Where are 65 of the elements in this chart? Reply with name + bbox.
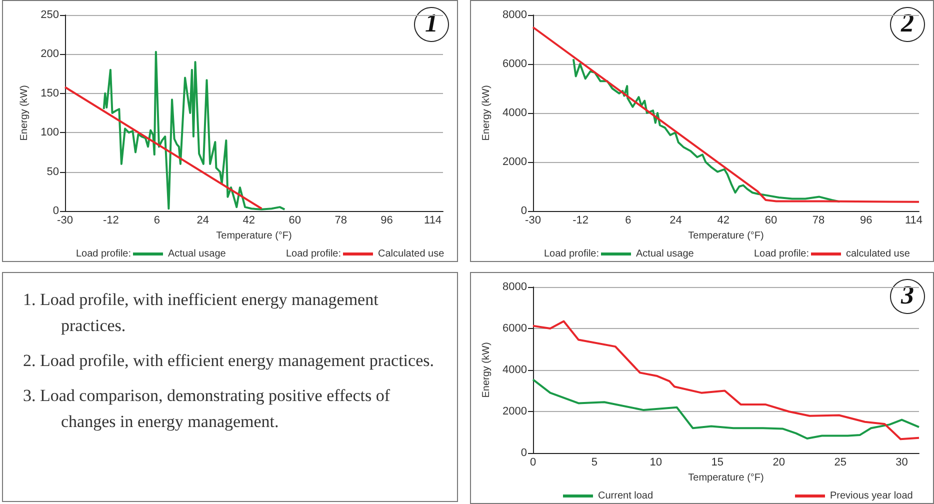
text: Load profile: bbox=[76, 248, 132, 260]
x-tick-label: 6 bbox=[154, 214, 160, 226]
y-tick-label: 4000 bbox=[502, 364, 527, 376]
y-axis-title: Energy (kW) bbox=[481, 85, 492, 141]
x-tick-label: 24 bbox=[196, 214, 210, 226]
y-tick-label: 200 bbox=[40, 48, 59, 60]
x-tick-label: 25 bbox=[834, 456, 846, 468]
y-tick-label: 0 bbox=[520, 447, 527, 459]
text: Load profile: bbox=[544, 248, 600, 260]
x-tick-label: 5 bbox=[591, 456, 598, 468]
y-tick-label: 2000 bbox=[502, 406, 527, 418]
x-tick-label: 60 bbox=[288, 214, 301, 226]
legend-label: Actual usage bbox=[168, 248, 226, 260]
y-tick-label: 6000 bbox=[502, 58, 527, 70]
x-tick-label: 114 bbox=[904, 214, 922, 226]
y-tick-label: 2000 bbox=[502, 156, 527, 168]
x-tick-label: 78 bbox=[334, 214, 347, 226]
y-tick-label: 150 bbox=[40, 87, 59, 100]
y-tick-label: 250 bbox=[40, 9, 59, 21]
text: Load profile: bbox=[754, 248, 810, 260]
x-tick-label: 78 bbox=[812, 214, 825, 226]
y-tick-label: 4000 bbox=[502, 107, 527, 119]
x-axis-title: Temperature (°F) bbox=[216, 230, 292, 242]
x-tick-label: -12 bbox=[103, 214, 119, 226]
line-series bbox=[532, 320, 920, 440]
y-axis-title: Energy (kW) bbox=[19, 85, 30, 141]
x-tick-label: 96 bbox=[860, 214, 872, 226]
x-tick-label: 10 bbox=[650, 456, 662, 468]
x-tick-label: 30 bbox=[896, 456, 908, 468]
legend-label: Previous year load bbox=[830, 490, 913, 502]
y-tick-label: 8000 bbox=[502, 281, 527, 293]
x-tick-label: 42 bbox=[717, 214, 730, 226]
legend-label: Calculated use bbox=[378, 248, 445, 260]
x-tick-label: 42 bbox=[242, 214, 256, 226]
y-tick-label: 0 bbox=[52, 205, 59, 217]
x-tick-label: 0 bbox=[530, 456, 536, 468]
text: 1. Load profile, with inefficient energy management practices. bbox=[23, 289, 380, 337]
line-series bbox=[532, 378, 920, 440]
text: 3. Load comparison, demonstrating positive effects of changes in energy management. bbox=[23, 385, 391, 433]
y-tick-label: 100 bbox=[40, 126, 59, 139]
x-tick-label: 20 bbox=[772, 456, 785, 468]
line-series bbox=[102, 50, 286, 210]
y-tick-label: 50 bbox=[46, 166, 59, 178]
legend-label: Actual usage bbox=[636, 248, 694, 260]
text: Load profile: bbox=[286, 248, 342, 260]
text: 2. Load profile, with efficient energy management practices. bbox=[23, 350, 435, 372]
legend-label: Current load bbox=[598, 490, 654, 502]
y-axis-title: Energy (kW) bbox=[481, 342, 492, 398]
x-tick-label: 114 bbox=[424, 214, 442, 226]
x-tick-label: 24 bbox=[670, 214, 682, 226]
x-tick-label: -30 bbox=[57, 214, 73, 226]
x-axis-title: Temperature (°F) bbox=[688, 230, 764, 242]
x-axis-title: Temperature (°F) bbox=[688, 472, 764, 484]
chart-title: 1 bbox=[425, 8, 438, 38]
y-tick-label: 0 bbox=[520, 205, 527, 217]
x-tick-label: -12 bbox=[572, 214, 589, 226]
y-tick-label: 8000 bbox=[502, 9, 527, 21]
x-tick-label: -30 bbox=[525, 214, 541, 226]
line-series bbox=[572, 58, 841, 203]
legend-label: calculated use bbox=[846, 248, 910, 260]
x-tick-label: 60 bbox=[764, 214, 778, 226]
x-tick-label: 96 bbox=[380, 214, 393, 226]
x-tick-label: 15 bbox=[711, 456, 724, 468]
y-tick-label: 6000 bbox=[502, 322, 527, 334]
x-tick-label: 6 bbox=[625, 214, 632, 226]
